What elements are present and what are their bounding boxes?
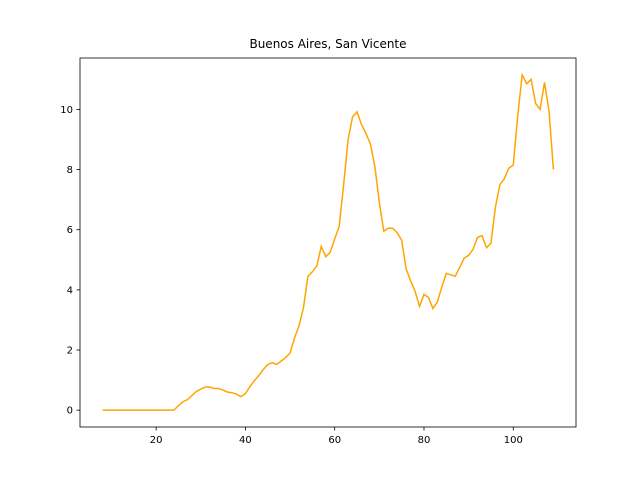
x-tick-label: 20 <box>150 435 163 446</box>
y-tick-label: 8 <box>67 165 73 176</box>
chart-title: Buenos Aires, San Vicente <box>249 37 406 51</box>
y-tick-label: 10 <box>60 105 73 116</box>
data-line <box>102 72 555 411</box>
y-tick-label: 6 <box>67 225 73 236</box>
x-tick-label: 80 <box>418 435 431 446</box>
y-tick-label: 4 <box>67 285 73 296</box>
x-tick-label: 40 <box>239 435 252 446</box>
x-tick-label: 60 <box>328 435 341 446</box>
y-tick-label: 2 <box>67 346 73 357</box>
x-tick-label: 100 <box>504 435 523 446</box>
plot-frame <box>79 57 577 428</box>
y-tick-label: 0 <box>67 406 73 417</box>
